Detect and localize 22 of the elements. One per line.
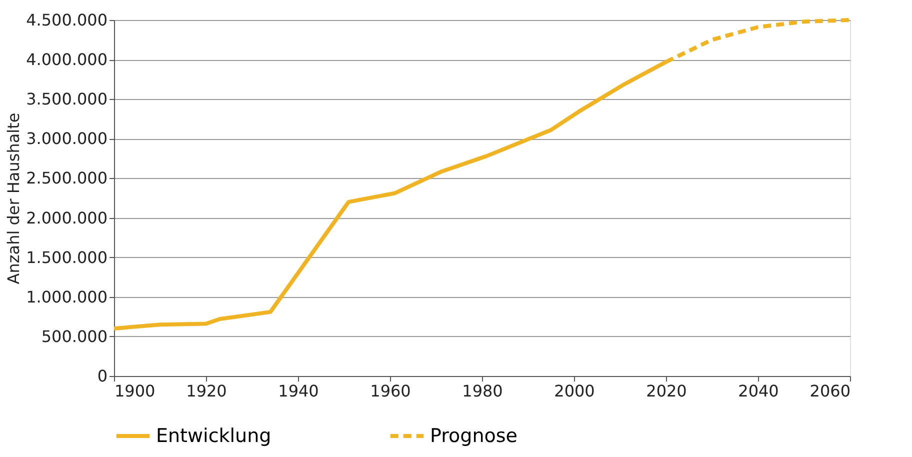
y-tick-label: 4.000.000 xyxy=(26,50,108,70)
y-tick-label: 2.500.000 xyxy=(26,168,108,188)
legend-label: Entwicklung xyxy=(156,425,272,447)
x-tick-label: 2060 xyxy=(810,382,850,400)
x-tick-label: 1980 xyxy=(462,382,503,400)
y-axis-title: Anzahl der Haushalte xyxy=(4,112,24,284)
x-tick-label: 1900 xyxy=(114,382,156,400)
x-tick-label: 2040 xyxy=(738,382,779,400)
y-tick-label: 1.000.000 xyxy=(26,287,108,306)
x-tick-label: 2020 xyxy=(646,382,687,400)
x-tick-label: 1940 xyxy=(278,382,319,400)
y-tick-label: 4.500.000 xyxy=(26,10,108,30)
y-tick-label: 3.500.000 xyxy=(26,90,108,109)
y-tick-label: 3.000.000 xyxy=(26,129,108,148)
y-tick-label: 0 xyxy=(97,366,108,386)
legend-label: Prognose xyxy=(430,425,518,447)
y-tick-label: 500.000 xyxy=(41,326,108,346)
y-tick-label: 2.000.000 xyxy=(26,208,108,228)
x-tick-label: 1920 xyxy=(186,382,227,400)
y-tick-label: 1.500.000 xyxy=(26,248,108,267)
x-tick-label: 2000 xyxy=(554,382,595,400)
x-tick-label: 1960 xyxy=(370,382,411,400)
